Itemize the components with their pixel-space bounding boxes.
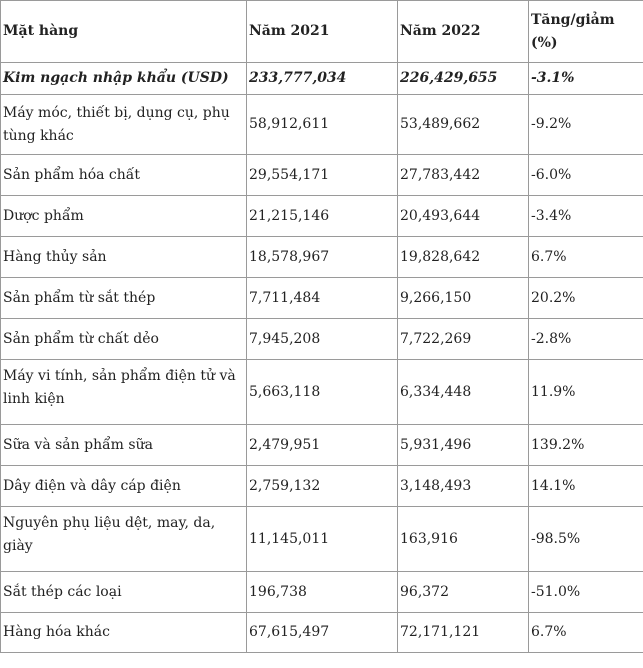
row-2021: 2,759,132 (246, 465, 398, 507)
header-item: Mặt hàng (0, 0, 247, 63)
row-2022: 9,266,150 (397, 277, 529, 319)
row-item: Sắt thép các loại (0, 571, 247, 613)
row-item: Máy vi tính, sản phẩm điện tử và linh ki… (0, 359, 247, 425)
table-header-row: Mặt hàng Năm 2021 Năm 2022 Tăng/giảm (%) (0, 0, 643, 63)
row-change: -2.8% (528, 318, 643, 360)
table-row: Sắt thép các loại 196,738 96,372 -51.0% (0, 571, 643, 613)
table-row: Dây điện và dây cáp điện 2,759,132 3,148… (0, 465, 643, 507)
header-year-2022: Năm 2022 (397, 0, 529, 63)
row-2021: 67,615,497 (246, 612, 398, 653)
table-row: Nguyên phụ liệu dệt, may, da, giày 11,14… (0, 506, 643, 572)
row-change: 6.7% (528, 612, 643, 653)
row-change: 11.9% (528, 359, 643, 425)
row-2022: 20,493,644 (397, 195, 529, 237)
row-2022: 72,171,121 (397, 612, 529, 653)
row-2021: 2,479,951 (246, 424, 398, 466)
header-year-2021: Năm 2021 (246, 0, 398, 63)
row-change: 20.2% (528, 277, 643, 319)
row-item: Dược phẩm (0, 195, 247, 237)
row-change: 139.2% (528, 424, 643, 466)
row-2022: 5,931,496 (397, 424, 529, 466)
row-2021: 11,145,011 (246, 506, 398, 572)
row-item: Sản phẩm hóa chất (0, 154, 247, 196)
row-change: -3.4% (528, 195, 643, 237)
summary-2022: 226,429,655 (397, 62, 529, 95)
table-row: Hàng hóa khác 67,615,497 72,171,121 6.7% (0, 612, 643, 653)
row-2021: 7,945,208 (246, 318, 398, 360)
table-row: Dược phẩm 21,215,146 20,493,644 -3.4% (0, 195, 643, 237)
row-change: -9.2% (528, 94, 643, 155)
row-2022: 19,828,642 (397, 236, 529, 278)
table-row: Máy vi tính, sản phẩm điện tử và linh ki… (0, 359, 643, 425)
row-item: Hàng hóa khác (0, 612, 247, 653)
row-2021: 18,578,967 (246, 236, 398, 278)
summary-row: Kim ngạch nhập khẩu (USD) 233,777,034 22… (0, 62, 643, 95)
row-item: Hàng thủy sản (0, 236, 247, 278)
table-row: Sản phẩm hóa chất 29,554,171 27,783,442 … (0, 154, 643, 196)
table-row: Sản phẩm từ chất dẻo 7,945,208 7,722,269… (0, 318, 643, 360)
row-change: -98.5% (528, 506, 643, 572)
summary-label: Kim ngạch nhập khẩu (USD) (0, 62, 247, 95)
table-row: Hàng thủy sản 18,578,967 19,828,642 6.7% (0, 236, 643, 278)
row-change: -51.0% (528, 571, 643, 613)
row-item: Dây điện và dây cáp điện (0, 465, 247, 507)
header-change: Tăng/giảm (%) (528, 0, 643, 63)
row-2021: 5,663,118 (246, 359, 398, 425)
table-row: Sản phẩm từ sắt thép 7,711,484 9,266,150… (0, 277, 643, 319)
row-2021: 21,215,146 (246, 195, 398, 237)
import-table: Mặt hàng Năm 2021 Năm 2022 Tăng/giảm (%)… (0, 0, 643, 653)
row-2022: 27,783,442 (397, 154, 529, 196)
row-change: -6.0% (528, 154, 643, 196)
row-2022: 7,722,269 (397, 318, 529, 360)
row-2022: 163,916 (397, 506, 529, 572)
table-row: Sữa và sản phẩm sữa 2,479,951 5,931,496 … (0, 424, 643, 466)
row-2021: 196,738 (246, 571, 398, 613)
row-2022: 3,148,493 (397, 465, 529, 507)
row-item: Sản phẩm từ sắt thép (0, 277, 247, 319)
row-2021: 58,912,611 (246, 94, 398, 155)
row-item: Sữa và sản phẩm sữa (0, 424, 247, 466)
summary-change: -3.1% (528, 62, 643, 95)
row-change: 6.7% (528, 236, 643, 278)
row-item: Máy móc, thiết bị, dụng cụ, phụ tùng khá… (0, 94, 247, 155)
row-change: 14.1% (528, 465, 643, 507)
row-2022: 96,372 (397, 571, 529, 613)
row-2022: 53,489,662 (397, 94, 529, 155)
row-2022: 6,334,448 (397, 359, 529, 425)
summary-2021: 233,777,034 (246, 62, 398, 95)
row-2021: 7,711,484 (246, 277, 398, 319)
row-item: Sản phẩm từ chất dẻo (0, 318, 247, 360)
row-2021: 29,554,171 (246, 154, 398, 196)
row-item: Nguyên phụ liệu dệt, may, da, giày (0, 506, 247, 572)
table-row: Máy móc, thiết bị, dụng cụ, phụ tùng khá… (0, 94, 643, 155)
